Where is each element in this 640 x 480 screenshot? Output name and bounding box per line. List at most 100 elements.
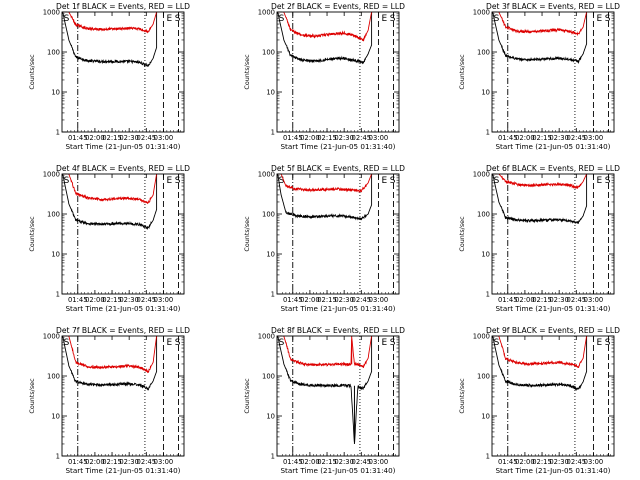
x-tick-label: 02:30 bbox=[334, 458, 354, 466]
detector-panel-9: Det 9f BLACK = Events, RED = LLD Counts/s… bbox=[458, 326, 620, 475]
orbit-marker-s: S bbox=[605, 14, 611, 24]
x-tick-label: 02:45 bbox=[352, 458, 372, 466]
events-series-line bbox=[62, 174, 158, 231]
x-axis-label: Start Time (21-Jun-05 01:31:40) bbox=[65, 466, 180, 475]
x-axis-label: Start Time (21-Jun-05 01:31:40) bbox=[280, 304, 395, 313]
x-tick-label: 03:00 bbox=[154, 458, 174, 466]
x-axis-label: Start Time (21-Jun-05 01:31:40) bbox=[280, 142, 395, 151]
panel-title: Det 4f BLACK = Events, RED = LLD bbox=[56, 164, 190, 173]
detector-panel-2: Det 2f BLACK = Events, RED = LLD Counts/s… bbox=[243, 2, 405, 151]
y-tick-label: 1 bbox=[271, 291, 275, 299]
x-tick-label: 02:00 bbox=[515, 296, 535, 304]
lld-series-line bbox=[277, 12, 373, 42]
y-axis-label: Counts/sec bbox=[28, 216, 36, 252]
x-tick-label: 02:30 bbox=[549, 134, 569, 142]
x-tick-label: 02:45 bbox=[567, 458, 587, 466]
plot-frame bbox=[61, 11, 185, 133]
x-tick-label: 02:45 bbox=[352, 134, 372, 142]
orbit-marker-s: S bbox=[390, 338, 396, 348]
y-axis-label: Counts/sec bbox=[458, 378, 466, 414]
events-series-line bbox=[277, 12, 373, 65]
x-tick-label: 03:00 bbox=[584, 134, 604, 142]
y-tick-label: 100 bbox=[47, 211, 60, 219]
y-tick-label: 100 bbox=[477, 211, 490, 219]
plot-frame bbox=[491, 335, 615, 457]
y-tick-label: 1000 bbox=[258, 9, 275, 17]
panel-title: Det 1f BLACK = Events, RED = LLD bbox=[56, 2, 190, 11]
lld-series-line bbox=[62, 336, 158, 374]
y-tick-label: 1000 bbox=[43, 333, 60, 341]
y-tick-label: 10 bbox=[266, 89, 275, 97]
y-tick-label: 10 bbox=[51, 413, 60, 421]
events-series-line bbox=[62, 336, 158, 391]
lld-series-line bbox=[492, 12, 588, 37]
lld-series-line bbox=[277, 336, 373, 368]
lld-series-line bbox=[492, 174, 588, 190]
y-axis-label: Counts/sec bbox=[458, 54, 466, 90]
x-tick-label: 02:15 bbox=[532, 458, 552, 466]
x-tick-label: 02:45 bbox=[137, 458, 157, 466]
x-tick-label: 02:45 bbox=[352, 296, 372, 304]
orbit-marker-e: E bbox=[596, 176, 602, 186]
y-tick-label: 1000 bbox=[258, 171, 275, 179]
x-tick-label: 02:00 bbox=[300, 296, 320, 304]
x-tick-label: 02:30 bbox=[334, 296, 354, 304]
lld-series-line bbox=[492, 336, 588, 369]
x-tick-label: 03:00 bbox=[154, 134, 174, 142]
y-tick-label: 1 bbox=[486, 453, 490, 461]
y-tick-label: 1000 bbox=[473, 333, 490, 341]
orbit-marker-s: S bbox=[64, 14, 70, 24]
orbit-marker-e: E bbox=[381, 176, 387, 186]
y-tick-label: 10 bbox=[51, 89, 60, 97]
x-tick-label: 02:00 bbox=[515, 134, 535, 142]
x-tick-label: 02:15 bbox=[532, 296, 552, 304]
x-axis-label: Start Time (21-Jun-05 01:31:40) bbox=[65, 304, 180, 313]
y-tick-label: 100 bbox=[477, 49, 490, 57]
orbit-marker-s: S bbox=[64, 176, 70, 186]
events-series-line bbox=[492, 174, 588, 225]
orbit-marker-s: S bbox=[175, 14, 181, 24]
orbit-marker-s: S bbox=[64, 338, 70, 348]
x-tick-label: 03:00 bbox=[584, 296, 604, 304]
x-tick-label: 02:45 bbox=[137, 296, 157, 304]
y-tick-label: 1000 bbox=[43, 9, 60, 17]
y-tick-label: 100 bbox=[47, 373, 60, 381]
y-tick-label: 10 bbox=[481, 413, 490, 421]
y-tick-label: 100 bbox=[262, 211, 275, 219]
x-tick-label: 02:30 bbox=[119, 296, 139, 304]
x-tick-label: 01:45 bbox=[68, 458, 88, 466]
orbit-marker-s: S bbox=[390, 176, 396, 186]
y-tick-label: 1000 bbox=[43, 171, 60, 179]
y-tick-label: 1000 bbox=[473, 171, 490, 179]
y-tick-label: 1000 bbox=[258, 333, 275, 341]
x-tick-label: 03:00 bbox=[369, 134, 389, 142]
x-tick-label: 02:15 bbox=[102, 296, 122, 304]
x-tick-label: 02:00 bbox=[300, 134, 320, 142]
orbit-marker-s: S bbox=[390, 14, 396, 24]
events-series-line bbox=[492, 336, 588, 392]
x-tick-label: 02:30 bbox=[119, 458, 139, 466]
y-tick-label: 1000 bbox=[473, 9, 490, 17]
x-tick-label: 03:00 bbox=[369, 458, 389, 466]
x-tick-label: 02:15 bbox=[102, 458, 122, 466]
events-series-line bbox=[277, 174, 373, 221]
x-tick-label: 03:00 bbox=[154, 296, 174, 304]
detector-panel-7: Det 7f BLACK = Events, RED = LLD Counts/s… bbox=[28, 326, 190, 475]
orbit-marker-s: S bbox=[279, 338, 285, 348]
y-tick-label: 1 bbox=[56, 291, 60, 299]
orbit-marker-s: S bbox=[494, 338, 500, 348]
x-axis-label: Start Time (21-Jun-05 01:31:40) bbox=[280, 466, 395, 475]
y-axis-label: Counts/sec bbox=[243, 54, 251, 90]
orbit-marker-e: E bbox=[381, 14, 387, 24]
events-series-line bbox=[62, 12, 158, 68]
y-tick-label: 100 bbox=[262, 49, 275, 57]
plot-frame bbox=[491, 11, 615, 133]
x-tick-label: 01:45 bbox=[283, 134, 303, 142]
x-tick-label: 02:15 bbox=[317, 458, 337, 466]
orbit-marker-e: E bbox=[596, 14, 602, 24]
y-tick-label: 10 bbox=[481, 251, 490, 259]
panel-title: Det 6f BLACK = Events, RED = LLD bbox=[486, 164, 620, 173]
x-tick-label: 02:00 bbox=[515, 458, 535, 466]
panel-title: Det 7f BLACK = Events, RED = LLD bbox=[56, 326, 190, 335]
